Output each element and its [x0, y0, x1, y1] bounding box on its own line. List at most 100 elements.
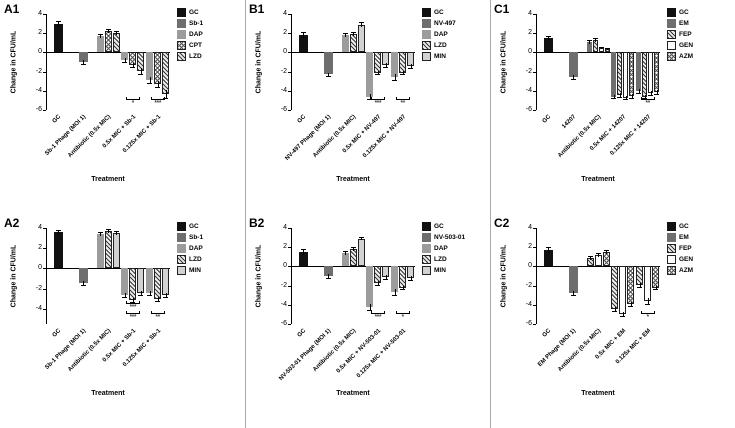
error-bar-cap — [80, 284, 86, 286]
y-tick-label: 0 — [283, 262, 287, 270]
bar — [121, 268, 129, 295]
legend-label: LZD — [434, 256, 447, 263]
error-bar — [361, 236, 362, 241]
error-bar-cap — [163, 97, 169, 99]
error-bar-cap — [620, 316, 626, 318]
legend-item: FEP — [667, 30, 693, 39]
panel-C1: C1 4 2 0 -2 -4 -6 Change in CFU/mL GC 14207 Antibi… — [490, 0, 735, 214]
error-bar — [165, 89, 167, 98]
error-bar-cap — [586, 39, 592, 41]
x-axis-title: Treatment — [581, 176, 615, 183]
bar — [298, 252, 308, 267]
y-tick-label: 0 — [283, 48, 287, 56]
legend-item: GC — [667, 8, 693, 17]
bar — [323, 266, 333, 276]
y-tick-label: -2 — [525, 281, 532, 289]
error-bar — [655, 285, 657, 290]
y-tick-mark — [43, 110, 46, 111]
error-bar — [402, 70, 404, 75]
y-tick-mark — [533, 52, 536, 54]
y-axis-title: Change in CFU/mL — [10, 244, 18, 308]
error-bar — [345, 33, 346, 38]
bar — [611, 52, 617, 97]
y-tick-mark — [288, 228, 291, 229]
panel-A2: A2 4 2 0 -2 -4 Change in CFU/mL GC Sb-1 Phage (M… — [0, 214, 245, 428]
legend-label: GEN — [679, 256, 694, 263]
bar — [543, 38, 553, 53]
legend-label: LZD — [189, 256, 202, 263]
legend-item: GC — [422, 8, 456, 17]
legend-label: LZD — [434, 42, 447, 49]
y-tick-mark — [533, 90, 536, 92]
y-tick-label: -6 — [525, 320, 532, 327]
bar — [568, 52, 578, 78]
bar — [357, 24, 365, 53]
error-bar-cap — [300, 32, 306, 34]
legend-swatch-MIN — [177, 266, 186, 275]
bar — [617, 52, 623, 95]
legend-swatch-MIN — [422, 52, 431, 61]
y-axis-line — [46, 228, 47, 324]
bar — [391, 266, 399, 293]
error-bar-cap — [654, 93, 660, 95]
error-bar-cap — [138, 294, 144, 296]
legend-item: DAP — [177, 244, 203, 253]
error-bar — [328, 274, 330, 278]
y-tick-mark — [288, 52, 291, 54]
significance-label: * — [646, 314, 649, 321]
bar — [154, 52, 162, 85]
error-bar — [369, 303, 371, 310]
panel-C2: C2 4 2 0 -2 -4 -6 Change in CFU/mL GC EM Phage (M… — [490, 214, 735, 428]
y-tick-label: 0 — [528, 262, 532, 270]
error-bar-cap — [623, 99, 629, 101]
y-tick-mark — [533, 14, 536, 15]
y-tick-label: -4 — [35, 304, 42, 312]
y-axis-title: Change in CFU/mL — [10, 30, 18, 94]
error-bar — [303, 32, 305, 38]
error-bar — [149, 77, 151, 84]
error-bar — [140, 290, 142, 295]
error-bar-cap — [367, 309, 373, 311]
significance-bracket — [370, 311, 385, 314]
legend-swatch-DAP — [177, 30, 186, 39]
legend-swatch-DAP — [177, 244, 186, 253]
y-axis-line — [536, 14, 537, 110]
y-axis-line — [536, 228, 537, 324]
error-bar — [548, 36, 550, 40]
legend-item: LZD — [177, 255, 203, 264]
bar — [636, 52, 642, 91]
y-tick-label: -6 — [35, 106, 42, 113]
bar — [602, 252, 610, 267]
legend-B2: GC NV-503-01 DAP LZD MIN — [422, 222, 465, 277]
error-bar-cap — [342, 251, 348, 253]
y-tick-mark — [288, 14, 291, 15]
legend-label: GC — [434, 223, 444, 230]
y-tick-label: -6 — [280, 106, 287, 113]
y-tick-label: -6 — [525, 106, 532, 113]
error-bar — [630, 301, 632, 306]
panel-label-C2: C2 — [494, 216, 510, 230]
error-bar — [157, 296, 159, 301]
error-bar — [58, 20, 60, 27]
bar — [96, 36, 104, 53]
error-bar — [573, 291, 575, 296]
legend-swatch-FEP — [667, 244, 676, 253]
significance-bracket — [395, 97, 410, 100]
bar — [399, 266, 407, 288]
significance-label: * — [131, 100, 135, 107]
y-tick-label: 2 — [528, 243, 532, 251]
y-tick-mark — [43, 71, 46, 73]
legend-swatch-EM — [667, 233, 676, 242]
legend-swatch-FEP — [667, 30, 676, 39]
error-bar-cap — [300, 249, 306, 251]
y-tick-label: -2 — [280, 67, 287, 75]
error-bar-cap — [358, 21, 364, 23]
legend-swatch-GC — [422, 8, 431, 17]
error-bar — [598, 252, 599, 257]
error-bar-cap — [383, 66, 389, 68]
legend-item: Sb-1 — [177, 233, 203, 242]
significance-label: *** — [374, 314, 382, 321]
error-bar-cap — [629, 97, 635, 99]
legend-item: GC — [177, 222, 203, 231]
error-bar-cap — [408, 279, 414, 281]
